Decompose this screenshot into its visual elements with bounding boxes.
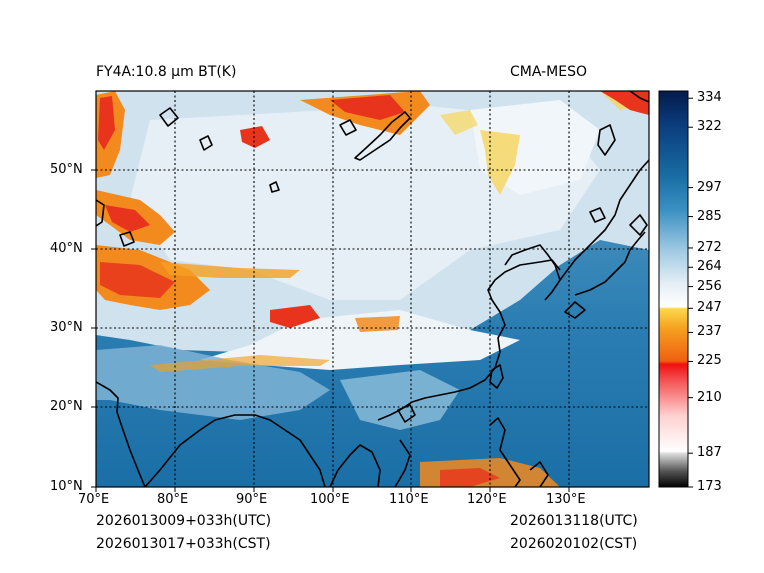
- colorbar-label-247: 247: [697, 300, 722, 316]
- colorbar-ramp: [659, 91, 688, 487]
- lat-label-20: 20°N: [50, 399, 83, 414]
- lat-label-50: 50°N: [50, 162, 83, 177]
- colorbar-ticks: [688, 97, 693, 488]
- map-axis-ticks: [91, 169, 570, 492]
- colorbar-label-334: 334: [697, 90, 722, 106]
- map-frame: [95, 90, 650, 488]
- lat-label-10: 10°N: [50, 479, 83, 494]
- cold-cloud-tropics-core: [440, 468, 500, 487]
- colorbar-label-322: 322: [697, 119, 722, 135]
- lon-label-90: 90°E: [236, 492, 268, 507]
- lon-label-80: 80°E: [157, 492, 189, 507]
- valid-time-utc: 2026013118(UTC): [510, 513, 638, 529]
- colorbar-label-187: 187: [697, 445, 722, 461]
- colorbar-label-256: 256: [697, 278, 722, 294]
- colorbar-frame: [658, 90, 689, 488]
- colorbar-label-210: 210: [697, 389, 722, 405]
- coastlines: [96, 91, 649, 487]
- lon-label-120: 120°E: [467, 492, 507, 507]
- cold-cloud-ne-corner: [600, 91, 649, 115]
- cold-cloud-siberia-2-core: [330, 95, 405, 120]
- cloud-band-south: [200, 310, 520, 370]
- lon-label-110: 110°E: [389, 492, 429, 507]
- cold-cloud-streak-1: [160, 262, 300, 278]
- cold-cloud-streak-3: [150, 355, 330, 372]
- init-time-utc: 2026013009+033h(UTC): [96, 513, 272, 529]
- cold-cloud-siberia-1: [240, 126, 270, 148]
- lat-label-30: 30°N: [50, 320, 83, 335]
- colorbar-label-264: 264: [697, 259, 722, 275]
- colorbar-label-237: 237: [697, 324, 722, 340]
- colorbar-label-173: 173: [697, 479, 722, 494]
- product-title: FY4A:10.8 µm BT(K): [96, 64, 237, 80]
- graticule: [96, 91, 649, 487]
- colorbar-label-285: 285: [697, 208, 722, 224]
- cold-cloud-yellow-2: [440, 110, 478, 135]
- colorbar-label-272: 272: [697, 239, 722, 255]
- colorbar-label-297: 297: [697, 179, 722, 195]
- cold-cloud-nw-core: [98, 96, 115, 150]
- lon-label-130: 130°E: [546, 492, 586, 507]
- lon-label-100: 100°E: [310, 492, 350, 507]
- init-time-cst: 2026013017+033h(CST): [96, 536, 271, 552]
- indochina-land-region: [340, 370, 460, 430]
- model-name: CMA-MESO: [510, 64, 588, 80]
- cold-cloud-west-2-core: [100, 262, 175, 298]
- valid-time-cst: 2026020102(CST): [510, 536, 638, 552]
- cold-cloud-streak-2: [355, 316, 400, 332]
- cold-cloud-tibet: [270, 305, 320, 328]
- lon-label-70: 70°E: [78, 492, 110, 507]
- lat-label-40: 40°N: [50, 241, 83, 256]
- cold-cloud-west-1-core: [105, 205, 150, 232]
- india-land-region: [96, 345, 330, 420]
- colorbar-label-225: 225: [697, 353, 722, 369]
